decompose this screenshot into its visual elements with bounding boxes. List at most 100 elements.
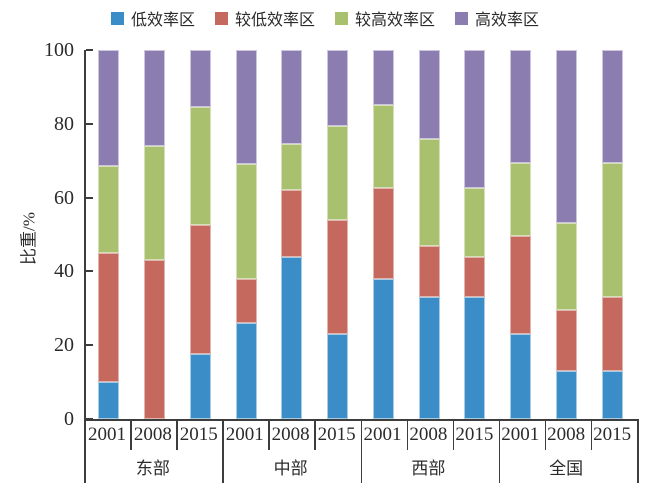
legend-swatch-icon xyxy=(110,11,124,25)
bar-segment xyxy=(189,225,211,355)
stacked-bar xyxy=(464,50,486,419)
y-tick-label: 0 xyxy=(64,408,74,430)
y-tick-mark xyxy=(86,49,93,51)
bar-segment xyxy=(418,50,440,139)
x-tick-year-label: 2015 xyxy=(593,424,632,445)
legend-item: 较低效率区 xyxy=(214,6,315,30)
bar-segment xyxy=(189,354,211,419)
bar-segment xyxy=(372,188,394,279)
stacked-bar xyxy=(372,50,394,419)
x-group-label: 东部 xyxy=(135,458,170,478)
legend-item: 低效率区 xyxy=(110,6,195,30)
bar-slot xyxy=(223,50,269,419)
bar-segment xyxy=(510,236,532,335)
stacked-bar xyxy=(144,50,166,419)
bar-segment xyxy=(144,260,166,419)
bar-segment xyxy=(235,50,257,165)
stacked-bar xyxy=(189,50,211,419)
y-tick-label: 60 xyxy=(54,186,74,209)
stacked-bar xyxy=(601,50,623,419)
bar-segment xyxy=(510,162,532,237)
x-tick-year-label: 2001 xyxy=(87,424,126,445)
y-tick-label: 40 xyxy=(54,260,74,283)
bar-segment xyxy=(327,125,349,220)
bar-segment xyxy=(464,297,486,419)
bar-segment xyxy=(555,50,577,224)
bar-segment xyxy=(418,138,440,246)
bar-segment xyxy=(327,50,349,126)
x-group-label: 西部 xyxy=(411,458,446,478)
bar-segment xyxy=(189,50,211,108)
legend-label: 低效率区 xyxy=(130,12,195,29)
y-tick-mark xyxy=(86,418,93,420)
group-label-row: 东部 中部 西部 全国 xyxy=(84,450,635,482)
bar-segment xyxy=(281,256,303,419)
stacked-bar xyxy=(510,50,532,419)
bar-segment xyxy=(601,297,623,372)
x-tick-year-label: 2015 xyxy=(455,424,494,445)
x-group-label: 全国 xyxy=(549,458,584,478)
y-axis-line xyxy=(84,50,86,420)
bar-segment xyxy=(418,297,440,419)
y-tick-label: 80 xyxy=(54,112,74,135)
legend-swatch-icon xyxy=(214,11,228,25)
y-tick-label: 20 xyxy=(54,334,74,357)
bar-segment xyxy=(510,334,532,419)
stacked-bar xyxy=(98,50,120,419)
bar-slot xyxy=(406,50,452,419)
bar-segment xyxy=(144,145,166,261)
stacked-bar xyxy=(235,50,257,419)
x-group-label: 中部 xyxy=(273,458,308,478)
x-tick-year-label: 2001 xyxy=(501,424,540,445)
bar-slot xyxy=(361,50,407,419)
bar-segment xyxy=(281,144,303,191)
x-tick-year-label: 2008 xyxy=(547,424,586,445)
bar-segment xyxy=(98,166,120,253)
bar-segment xyxy=(464,50,486,189)
bar-segment xyxy=(555,310,577,372)
x-tick-year-label: 2015 xyxy=(317,424,356,445)
y-tick-mark xyxy=(86,196,93,199)
bar-segment xyxy=(98,252,120,383)
bar-segment xyxy=(464,188,486,257)
bar-segment xyxy=(327,219,349,335)
bar-segment xyxy=(235,323,257,419)
x-tick-year-label: 2015 xyxy=(179,424,218,445)
legend-item: 较高效率区 xyxy=(335,6,435,30)
bars-area xyxy=(86,50,635,419)
year-label-row: 2001 2008 2015 2001 2008 2015 2001 2008 2015 2001… xyxy=(84,421,635,449)
y-tick-mark xyxy=(86,344,93,347)
legend-item: 高效率区 xyxy=(455,6,539,30)
bar-slot xyxy=(86,50,132,419)
bar-segment xyxy=(601,50,623,163)
bar-slot xyxy=(178,50,224,419)
bar-segment xyxy=(464,256,486,298)
x-tick-year-label: 2008 xyxy=(133,424,172,445)
bar-segment xyxy=(601,371,623,419)
x-tick-year-label: 2008 xyxy=(271,424,310,445)
bar-segment xyxy=(281,50,303,145)
legend: 低效率区 较低效率区 较高效率区 高效率区 xyxy=(0,6,650,30)
stacked-bar xyxy=(418,50,440,419)
bar-slot xyxy=(132,50,178,419)
bar-segment xyxy=(235,278,257,324)
stacked-bar xyxy=(327,50,349,419)
bar-segment xyxy=(327,334,349,419)
stacked-bar xyxy=(555,50,577,419)
stacked-bar xyxy=(281,50,303,419)
y-tick-mark xyxy=(86,270,93,273)
x-tick-year-label: 2001 xyxy=(225,424,264,445)
legend-swatch-icon xyxy=(335,11,348,25)
bar-slot xyxy=(589,50,635,419)
bar-segment xyxy=(372,278,394,419)
bar-segment xyxy=(555,223,577,311)
bar-segment xyxy=(372,50,394,106)
y-tick-mark xyxy=(86,122,93,125)
bar-segment xyxy=(281,190,303,257)
group-divider-line xyxy=(637,419,639,483)
legend-label: 高效率区 xyxy=(475,12,540,29)
bar-segment xyxy=(372,105,394,189)
bar-slot xyxy=(269,50,315,419)
bar-slot xyxy=(498,50,544,419)
